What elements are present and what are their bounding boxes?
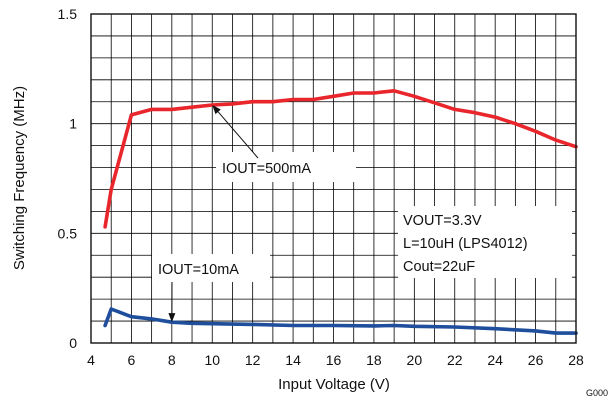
condition-cout: Cout=22uF (403, 259, 475, 275)
x-tick-label: 26 (528, 352, 544, 368)
x-axis-label: Input Voltage (V) (278, 376, 390, 393)
x-tick-label: 20 (407, 352, 423, 368)
condition-vout: VOUT=3.3V (403, 213, 482, 229)
series-line-iout-10ma (103, 307, 578, 335)
x-tick-label: 16 (326, 352, 342, 368)
x-tick-label: 18 (366, 352, 382, 368)
annotation-500ma-arrowhead (212, 105, 221, 115)
x-tick-label: 6 (128, 352, 136, 368)
x-tick-label: 24 (487, 352, 503, 368)
figure-code: G000 (586, 388, 608, 398)
annotation-500ma-arrow (217, 111, 259, 159)
y-tick-label: 1 (69, 116, 77, 132)
x-tick-label: 14 (285, 352, 301, 368)
y-tick-label: 0.5 (58, 225, 78, 241)
x-tick-label: 22 (447, 352, 463, 368)
annotation-500ma-bg (216, 152, 356, 182)
plot-frame (90, 13, 577, 344)
x-tick-label: 28 (568, 352, 584, 368)
x-tick-label: 12 (245, 352, 261, 368)
series-line-iout-500ma (103, 89, 578, 229)
condition-inductor: L=10uH (LPS4012) (403, 236, 528, 252)
annotation-500ma: IOUT=500mA (222, 161, 311, 177)
y-tick-label: 0 (69, 335, 77, 351)
y-tick-label: 1.5 (58, 6, 78, 22)
x-tick-label: 8 (168, 352, 176, 368)
conditions-box-bg (398, 206, 572, 278)
tick-labels: 4 6 8 10 12 14 16 18 20 22 24 26 28 0 0.5 1 1.5 (58, 6, 584, 368)
y-axis-label: Switching Frequency (MHz) (11, 86, 28, 270)
annotation-10ma-arrowhead (168, 313, 176, 323)
series-lines (103, 89, 578, 335)
annotation-10ma: IOUT=10mA (158, 262, 239, 278)
annotation-10ma-bg (152, 254, 270, 282)
x-tick-label: 4 (87, 352, 95, 368)
x-tick-label: 10 (204, 352, 220, 368)
